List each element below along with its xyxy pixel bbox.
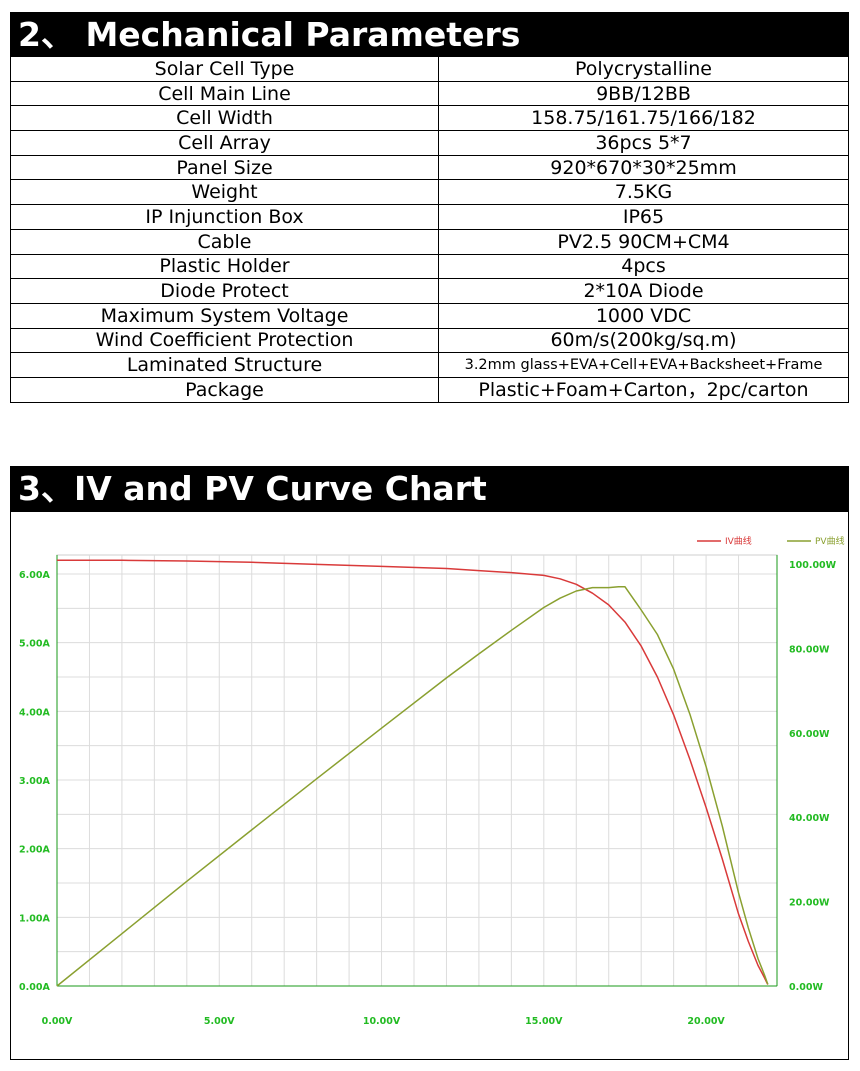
y-left-tick-label: 5.00A xyxy=(19,639,50,650)
legend-pv-label: PV曲线 xyxy=(815,535,845,547)
parameter-label: Diode Protect xyxy=(10,278,439,304)
y-left-tick-label: 1.00A xyxy=(19,913,50,924)
x-tick-label: 5.00V xyxy=(204,1016,235,1027)
iv-curve-line xyxy=(57,559,769,985)
iv-pv-chart-heading: 3、IV and PV Curve Chart xyxy=(10,466,849,511)
parameter-row: Weight 7.5KG xyxy=(10,179,849,206)
y-right-tick-label: 20.00W xyxy=(789,898,830,909)
parameter-label: Plastic Holder xyxy=(10,253,439,280)
parameter-row: Cell Array 36pcs 5*7 xyxy=(10,130,849,156)
parameter-label: Panel Size xyxy=(10,154,439,181)
x-tick-label: 0.00V xyxy=(42,1016,73,1027)
y-left-tick-label: 2.00A xyxy=(19,845,50,856)
y-right-tick-label: 40.00W xyxy=(789,813,830,824)
parameter-value: 920*670*30*25mm xyxy=(438,154,849,181)
pv-curve-line xyxy=(56,586,769,987)
parameter-label: Laminated Structure xyxy=(10,352,439,378)
parameter-label: Weight xyxy=(10,179,439,206)
parameter-row: Maximum System Voltage 1000 VDC xyxy=(10,302,849,329)
parameter-label: Maximum System Voltage xyxy=(10,302,439,329)
y-right-tick-label: 0.00W xyxy=(789,982,823,993)
y-left-tick-label: 3.00A xyxy=(19,776,50,787)
parameter-row: Plastic Holder 4pcs xyxy=(10,253,849,280)
parameter-row: IP Injunction Box IP65 xyxy=(10,204,849,230)
parameter-value: 158.75/161.75/166/182 xyxy=(438,105,849,132)
parameter-row: Cell Width 158.75/161.75/166/182 xyxy=(10,105,849,132)
parameter-row: Cell Main Line 9BB/12BB xyxy=(10,80,849,107)
parameter-value: 2*10A Diode xyxy=(438,278,849,304)
y-right-tick-label: 100.00W xyxy=(789,560,837,571)
parameter-row: Package Plastic+Foam+Carton，2pc/carton xyxy=(10,376,849,403)
parameter-value: 1000 VDC xyxy=(438,302,849,329)
parameter-value: 36pcs 5*7 xyxy=(438,130,849,156)
parameter-label: IP Injunction Box xyxy=(10,204,439,230)
parameter-row: Wind Coefficient Protection 60m/s(200kg/s… xyxy=(10,327,849,354)
parameter-label: Cell Width xyxy=(10,105,439,132)
parameter-row: Cable PV2.5 90CM+CM4 xyxy=(10,228,849,255)
parameter-row: Panel Size 920*670*30*25mm xyxy=(10,154,849,181)
parameter-row: Diode Protect 2*10A Diode xyxy=(10,278,849,304)
parameter-label: Package xyxy=(10,376,439,403)
parameter-value: IP65 xyxy=(438,204,849,230)
parameter-value: 7.5KG xyxy=(438,179,849,206)
y-left-tick-label: 6.00A xyxy=(19,570,50,581)
plot-area xyxy=(56,554,778,987)
legend-iv-label: IV曲线 xyxy=(725,535,752,547)
y-left-tick-label: 0.00A xyxy=(19,982,50,993)
parameter-value: 3.2mm glass+EVA+Cell+EVA+Backsheet+Frame xyxy=(438,352,849,378)
parameter-row: Laminated Structure 3.2mm glass+EVA+Cell+… xyxy=(10,352,849,378)
parameter-label: Solar Cell Type xyxy=(10,56,439,82)
y-right-tick-label: 60.00W xyxy=(789,729,830,740)
parameter-label: Cell Array xyxy=(10,130,439,156)
y-right-tick-label: 80.00W xyxy=(789,644,830,655)
y-left-tick-label: 4.00A xyxy=(19,707,50,718)
parameter-label: Cable xyxy=(10,228,439,255)
mechanical-parameters-table: Solar Cell Type Polycrystalline Cell Main … xyxy=(10,56,849,403)
x-tick-label: 15.00V xyxy=(525,1016,563,1027)
parameter-label: Wind Coefficient Protection xyxy=(10,327,439,354)
parameter-label: Cell Main Line xyxy=(10,80,439,107)
mechanical-parameters-heading: 2、 Mechanical Parameters xyxy=(10,12,849,57)
x-tick-label: 20.00V xyxy=(687,1016,725,1027)
x-tick-label: 10.00V xyxy=(363,1016,401,1027)
parameter-value: Plastic+Foam+Carton，2pc/carton xyxy=(438,376,849,403)
chart-frame: 0.00A 1.00A 2.00A 3.00A 4.00A 5.00A 6.00A 0.00W… xyxy=(10,511,849,1060)
parameter-value: PV2.5 90CM+CM4 xyxy=(438,228,849,255)
parameter-value: 9BB/12BB xyxy=(438,80,849,107)
parameter-row: Solar Cell Type Polycrystalline xyxy=(10,56,849,82)
parameter-value: 60m/s(200kg/sq.m) xyxy=(438,327,849,354)
parameter-value: Polycrystalline xyxy=(438,56,849,82)
parameter-value: 4pcs xyxy=(438,253,849,280)
iv-pv-curve-chart: 0.00A 1.00A 2.00A 3.00A 4.00A 5.00A 6.00A 0.00W… xyxy=(19,535,845,1027)
